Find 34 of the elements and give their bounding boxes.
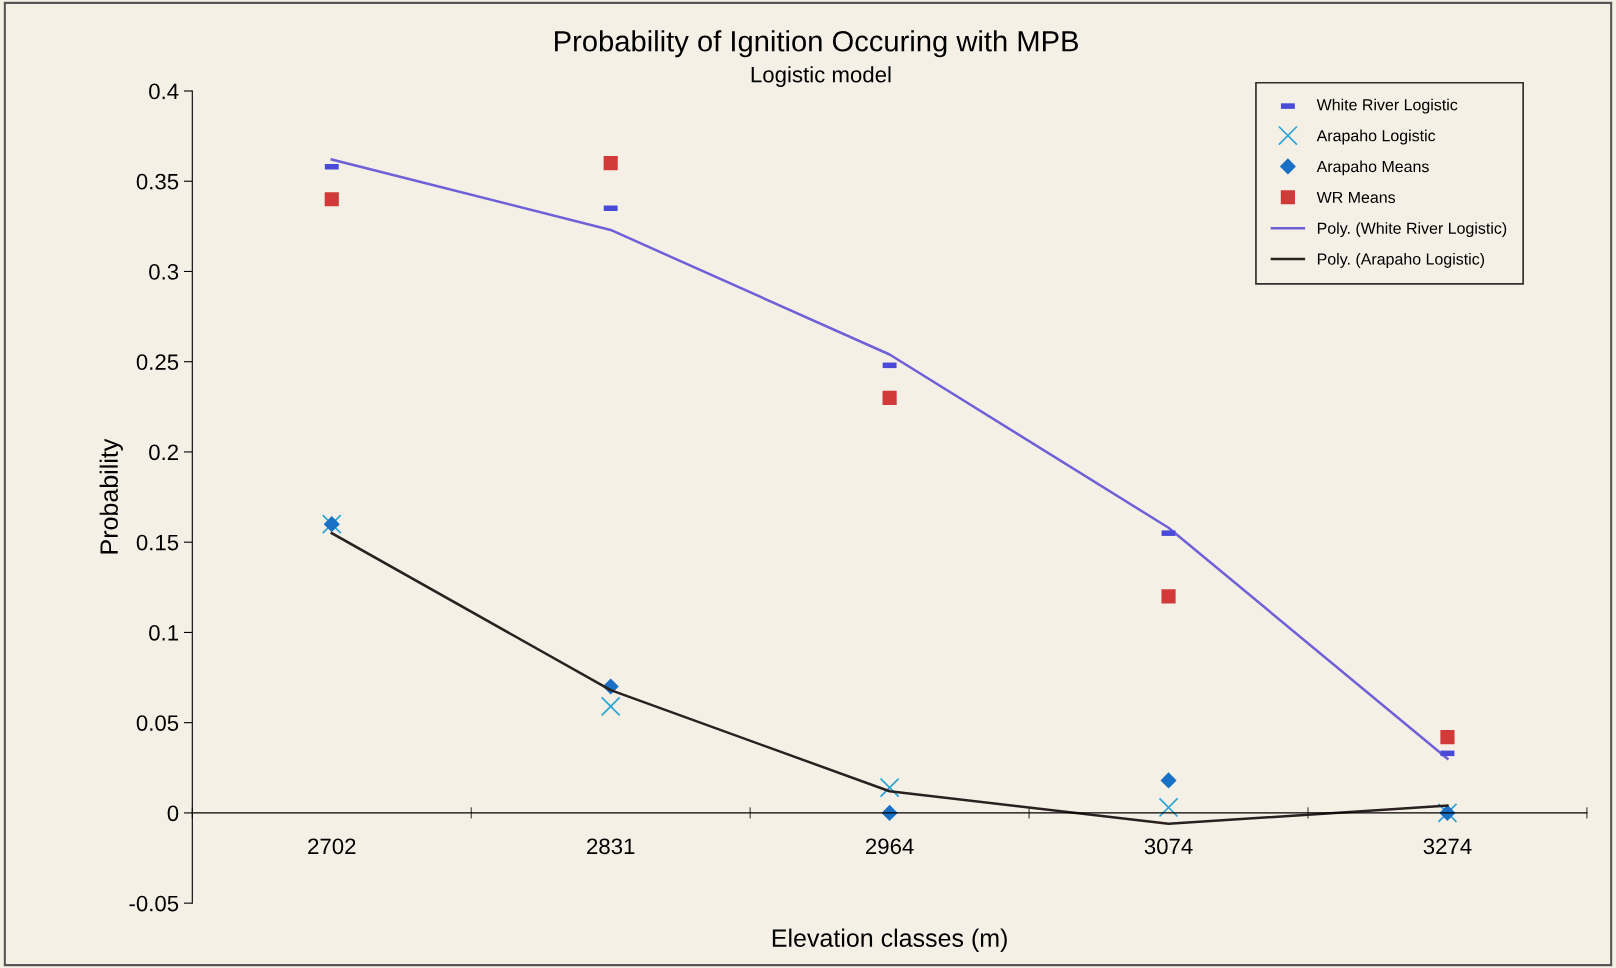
legend-label: Poly. (Arapaho Logistic) [1317,253,1485,268]
legend-label: Arapaho Means [1316,160,1429,176]
point [600,696,621,717]
y-tick-label: 0.2 [149,444,178,461]
y-tick-label: 0 [167,805,179,822]
point [879,777,900,798]
x-tick-label: 3274 [1423,838,1472,855]
y-tick-label: 0.05 [136,715,179,731]
y-tick-label: 0.25 [136,354,179,370]
legend-label: White River Logistic [1316,98,1458,114]
y-axis-title: Probability [99,438,123,554]
point [882,390,897,405]
legend-label: WR Means [1316,191,1396,204]
point [324,192,339,207]
y-tick-label: 0.15 [136,534,179,551]
point [1161,589,1176,604]
y-tick-label: 0.4 [149,83,179,100]
x-tick-label: 2964 [866,838,914,855]
x-tick-label: 2702 [308,838,356,855]
x-axis-title: Elevation classes (m) [772,928,1007,952]
legend-label: Arapaho Logistic [1316,129,1436,145]
point [1158,797,1179,818]
legend-label: Poly. (White River Logistic) [1317,222,1507,238]
point [603,156,618,171]
y-tick-label: 0.3 [149,264,179,280]
y-tick-label: 0.35 [136,173,179,190]
x-tick-label: 2831 [587,838,635,855]
chart-title: Probability of Ignition Occuring with MPB [555,30,1078,58]
x-tick-label: 3074 [1144,838,1193,855]
point [1440,730,1455,745]
y-tick-label: -0.05 [129,895,179,912]
chart-subtitle: Logistic model [751,66,891,87]
point [1160,772,1177,789]
y-tick-label: 0.1 [149,624,179,641]
